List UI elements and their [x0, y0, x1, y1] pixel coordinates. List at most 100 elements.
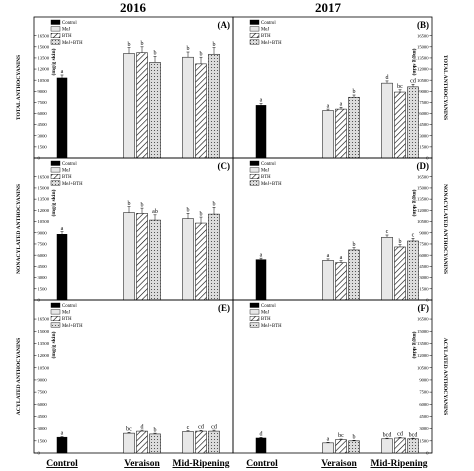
y-tick-label: 6000 [419, 111, 429, 116]
y-tick-label: 7500 [419, 100, 429, 105]
y-tick-label: 12000 [417, 208, 429, 213]
y-tick-label: 13500 [417, 56, 429, 61]
significance-label: b [353, 434, 356, 440]
significance-label: c [187, 425, 190, 431]
y-axis-label: ACYLATED ANTHOCYANINS [442, 338, 448, 416]
significance-label: b [128, 201, 131, 207]
bar-mej-0 [123, 53, 135, 159]
bar-mej-bth-0 [348, 96, 360, 159]
significance-label: bc [397, 84, 403, 90]
bar-bth-1 [195, 63, 207, 159]
legend-swatch-control [249, 302, 260, 308]
legend-swatch-mej [249, 309, 260, 315]
y-tick-label: 15000 [417, 329, 429, 334]
legend-label-mej: MeJ [261, 28, 269, 33]
significance-label: cd [211, 424, 217, 430]
bar-mej-1 [381, 82, 393, 159]
significance-label: b [128, 42, 131, 48]
significance-label: b [353, 242, 356, 248]
y-tick-label: 9000 [38, 378, 48, 383]
significance-label: a [327, 253, 330, 259]
legend-label-mej: MeJ [261, 311, 269, 316]
legend-swatch-bth [249, 33, 260, 38]
y-tick-label: 10500 [38, 219, 50, 224]
bar-bth-1 [394, 91, 406, 159]
legend-swatch-mej-bth [249, 322, 260, 328]
bar-bth-1 [394, 246, 406, 301]
significance-label: bc [126, 427, 132, 433]
bar-mej-0 [123, 212, 135, 301]
legend-label-mej-bth: MeJ+BTH [62, 182, 83, 187]
significance-label: b [141, 202, 144, 208]
y-axis-unit: (mg/g skin) [411, 332, 418, 359]
x-category-control-2016: Control [46, 459, 78, 469]
bar-control [56, 77, 68, 159]
legend-swatch-bth [249, 173, 260, 179]
y-tick-label: 15000 [417, 186, 429, 191]
significance-label: ab [152, 209, 158, 215]
significance-label: a [340, 255, 343, 261]
legend-swatch-control [249, 19, 260, 25]
y-tick-label: 3000 [38, 275, 48, 280]
significance-label: c [386, 229, 389, 235]
significance-label: a [327, 437, 330, 443]
bar-bth-1 [195, 222, 207, 301]
panel-f: 0 1500 3000 4500 6000 7500 9000 10500 12000 13500… [232, 299, 448, 456]
significance-label: b [213, 202, 216, 208]
bar-control [56, 234, 68, 301]
legend-swatch-mej [249, 167, 260, 173]
y-axis-unit: (mg/g skin) [50, 189, 57, 216]
panels: 0 1500 3000 4500 6000 7500 9000 10500 12000 13500… [16, 16, 448, 456]
y-tick-label: 0 [38, 451, 41, 456]
bar-mej-bth-1 [208, 213, 220, 301]
x-category-veraison-2017: Veraison [321, 459, 357, 469]
y-tick-label: 12000 [38, 67, 50, 72]
y-tick-label: 6000 [38, 402, 48, 407]
legend-label-control: Control [62, 21, 77, 26]
y-tick-label: 9000 [419, 89, 429, 94]
panel-e: 0 1500 3000 4500 6000 7500 9000 10500 12000 13500… [16, 299, 234, 456]
y-tick-label: 3000 [419, 275, 429, 280]
panel-c: 0150030004500600075009000105001200013500… [16, 157, 234, 303]
y-tick-label: 10500 [417, 219, 429, 224]
x-category-control-2017: Control [246, 459, 278, 469]
y-tick-label: 7500 [38, 100, 48, 105]
bar-bth-0 [335, 108, 347, 159]
y-axis-label: TOTAL ANTHOCYANINS [16, 55, 22, 120]
bar-mej-0 [322, 110, 334, 159]
y-tick-label: 7500 [419, 390, 429, 395]
y-axis-label: NONACYLATED ANTHOCYANINS [442, 184, 448, 274]
significance-label: a [327, 103, 330, 109]
y-tick-label: 9000 [419, 230, 429, 235]
legend-swatch-mej [249, 26, 260, 32]
legend-swatch-bth [50, 33, 61, 38]
significance-label: c [412, 233, 415, 239]
y-tick-label: 0 [426, 451, 429, 456]
y-tick-label: 16500 [38, 317, 50, 322]
significance-label: cd [397, 432, 403, 438]
bar-mej-bth-0 [149, 433, 161, 454]
y-tick-label: 16500 [38, 33, 50, 38]
bar-mej-1 [381, 236, 393, 301]
significance-label: cd [410, 78, 416, 84]
bar-control [56, 436, 68, 454]
legend-swatch-mej-bth [249, 39, 260, 45]
bar-mej-1 [182, 56, 194, 159]
y-axis-label: NONACYLATED ANTHOCYANINS [16, 184, 22, 274]
bar-control [255, 105, 267, 159]
y-tick-label: 15000 [38, 186, 50, 191]
y-tick-label: 12000 [38, 208, 50, 213]
significance-label: b [187, 208, 190, 214]
significance-label: b [187, 46, 190, 52]
y-tick-label: 12000 [417, 67, 429, 72]
legend-label-bth: BTH [62, 34, 72, 39]
bar-control [255, 259, 267, 301]
y-tick-label: 4500 [419, 122, 429, 127]
y-tick-label: 7500 [38, 242, 48, 247]
legend-swatch-bth [50, 316, 61, 321]
bar-bth-0 [136, 430, 148, 454]
legend-swatch-mej [50, 309, 61, 315]
y-tick-label: 1500 [38, 144, 48, 149]
legend-label-control: Control [62, 162, 77, 167]
significance-label: b [200, 211, 203, 217]
